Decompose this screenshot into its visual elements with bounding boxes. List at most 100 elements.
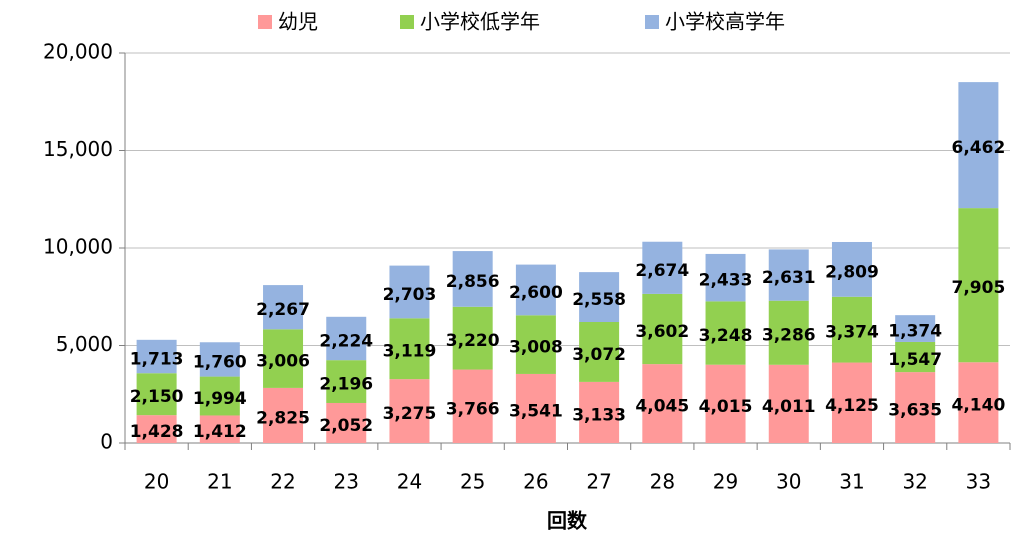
bar-segment	[768, 364, 809, 443]
value-label: 3,119	[383, 342, 437, 362]
value-label: 3,133	[572, 405, 626, 425]
legend-label: 小学校高学年	[665, 10, 785, 34]
x-tick-label: 25	[460, 470, 485, 494]
bar-segment	[452, 369, 493, 443]
legend-label: 幼児	[278, 10, 318, 34]
y-tick-label: 15,000	[43, 137, 113, 161]
value-label: 2,150	[130, 387, 184, 407]
x-tick-label: 32	[902, 470, 927, 494]
bar-segment	[199, 376, 240, 416]
value-label: 4,045	[635, 397, 689, 417]
x-tick-label: 22	[270, 470, 295, 494]
value-label: 3,248	[699, 326, 753, 346]
bar-segment	[389, 318, 430, 380]
value-label: 4,011	[762, 397, 816, 417]
bar-segment	[642, 293, 683, 365]
value-label: 1,994	[193, 389, 247, 409]
x-tick-label: 31	[839, 470, 864, 494]
value-label: 3,766	[446, 399, 500, 419]
bar-segment	[768, 249, 809, 301]
value-label: 4,140	[952, 396, 1006, 416]
bar-segment	[831, 362, 872, 443]
value-label: 3,072	[572, 345, 626, 365]
bar-segment	[642, 241, 683, 294]
value-label: 1,412	[193, 422, 247, 442]
y-tick-label: 0	[100, 430, 113, 454]
bar-segment	[263, 329, 304, 388]
value-label: 3,286	[762, 326, 816, 346]
x-axis-title: 回数	[547, 509, 588, 533]
value-label: 2,674	[635, 261, 689, 281]
bar-segment	[705, 301, 746, 365]
bar-segment	[958, 82, 999, 209]
x-tick-label: 28	[650, 470, 675, 494]
bar-segment	[136, 373, 177, 416]
x-tick-label: 20	[144, 470, 169, 494]
y-tick-label: 10,000	[43, 235, 113, 259]
value-label: 3,541	[509, 401, 563, 421]
bar-segment	[515, 264, 556, 316]
value-label: 3,008	[509, 338, 563, 358]
value-label: 2,825	[256, 408, 310, 428]
value-label: 2,433	[699, 271, 753, 291]
value-label: 4,015	[699, 397, 753, 417]
legend-marker	[400, 15, 414, 29]
x-tick-label: 29	[713, 470, 738, 494]
bar-segment	[199, 342, 240, 377]
bar-segment	[326, 360, 367, 403]
bar-segment	[895, 315, 936, 342]
value-label: 1,760	[193, 352, 247, 372]
bar-segment	[263, 285, 304, 330]
x-tick-label: 24	[397, 470, 422, 494]
bar-segment	[389, 265, 430, 319]
value-label: 6,462	[952, 138, 1006, 158]
value-label: 2,856	[446, 272, 500, 292]
value-label: 2,224	[319, 331, 373, 351]
value-label: 7,905	[952, 278, 1006, 298]
bar-segment	[199, 415, 240, 443]
legend-marker	[258, 15, 272, 29]
bar-segment	[958, 362, 999, 443]
x-tick-label: 23	[334, 470, 359, 494]
bar-segment	[831, 241, 872, 297]
bar-segment	[579, 381, 620, 443]
value-label: 3,374	[825, 323, 879, 343]
value-label: 3,635	[888, 401, 942, 421]
legend-label: 小学校低学年	[420, 10, 540, 34]
bar-segment	[389, 379, 430, 443]
value-label: 1,374	[888, 322, 942, 342]
value-label: 3,006	[256, 352, 310, 372]
bar-segment	[136, 339, 177, 374]
bar-segment	[895, 341, 936, 373]
bar-segment	[895, 372, 936, 443]
value-label: 2,558	[572, 290, 626, 310]
bar-segment	[831, 296, 872, 363]
value-label: 2,196	[319, 375, 373, 395]
value-label: 2,600	[509, 283, 563, 303]
bar-segment	[768, 300, 809, 365]
y-tick-label: 5,000	[56, 332, 113, 356]
bar-segment	[515, 373, 556, 443]
value-label: 2,631	[762, 268, 816, 288]
legend-marker	[645, 15, 659, 29]
bar-segment	[326, 316, 367, 361]
bar-segment	[705, 364, 746, 443]
y-tick-label: 20,000	[43, 40, 113, 64]
x-tick-label: 30	[776, 470, 801, 494]
value-label: 1,713	[130, 350, 184, 370]
bar-segment	[642, 364, 683, 443]
bar-segment	[452, 306, 493, 370]
bar-segment	[452, 251, 493, 307]
x-tick-label: 27	[586, 470, 611, 494]
value-label: 2,809	[825, 262, 879, 282]
value-label: 3,602	[635, 322, 689, 342]
value-label: 2,703	[383, 285, 437, 305]
bar-segment	[326, 402, 367, 443]
value-label: 2,267	[256, 300, 310, 320]
bar-segment	[136, 415, 177, 443]
value-label: 4,125	[825, 396, 879, 416]
value-label: 2,052	[319, 416, 373, 436]
x-tick-label: 21	[207, 470, 232, 494]
value-label: 1,428	[130, 422, 184, 442]
